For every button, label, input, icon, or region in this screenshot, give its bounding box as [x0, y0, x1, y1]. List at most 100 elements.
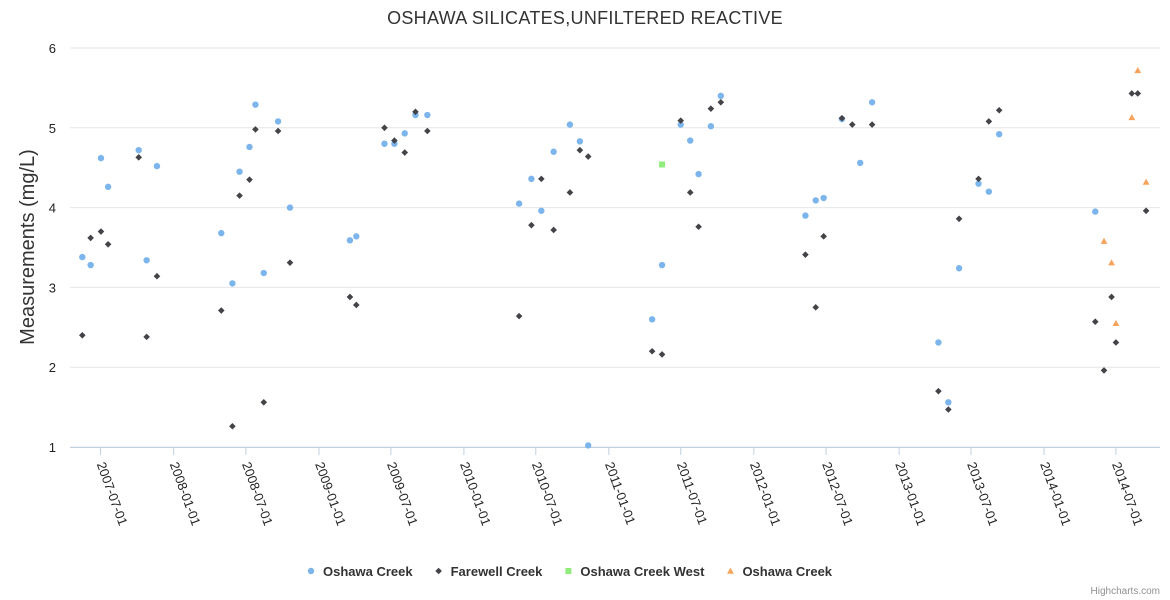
data-point[interactable] [975, 175, 982, 183]
data-point[interactable] [935, 339, 942, 346]
data-point[interactable] [424, 111, 431, 119]
data-point[interactable] [1134, 66, 1142, 74]
data-point[interactable] [135, 154, 142, 161]
data-point[interactable] [246, 143, 253, 151]
data-point[interactable] [576, 146, 584, 154]
data-point[interactable] [820, 233, 827, 240]
data-point[interactable] [945, 399, 952, 406]
data-point[interactable] [717, 92, 725, 100]
data-point[interactable] [104, 241, 112, 248]
data-point[interactable] [687, 137, 694, 144]
data-point[interactable] [353, 233, 360, 240]
legend-marker-icon[interactable] [307, 567, 315, 575]
data-point[interactable] [381, 140, 388, 147]
data-point[interactable] [1091, 318, 1099, 326]
data-point[interactable] [229, 280, 236, 287]
data-point[interactable] [658, 261, 666, 269]
data-point[interactable] [955, 215, 963, 223]
data-point[interactable] [246, 176, 253, 183]
data-point[interactable] [79, 253, 86, 261]
data-point[interactable] [935, 387, 942, 395]
data-point[interactable] [848, 121, 856, 128]
data-point[interactable] [274, 127, 282, 135]
data-point[interactable] [1112, 339, 1120, 346]
data-point[interactable] [1108, 259, 1115, 266]
data-point[interactable] [550, 148, 557, 155]
data-point[interactable] [1134, 90, 1142, 97]
data-point[interactable] [695, 223, 702, 231]
data-point[interactable] [401, 130, 408, 137]
data-point[interactable] [538, 207, 545, 214]
data-point[interactable] [576, 138, 584, 145]
data-point[interactable] [857, 159, 864, 167]
data-point[interactable] [143, 257, 150, 264]
data-point[interactable] [648, 347, 656, 355]
data-point[interactable] [677, 117, 685, 124]
data-point[interactable] [87, 261, 94, 269]
legend-marker-icon[interactable] [435, 567, 442, 575]
legend-item[interactable]: Oshawa Creek West [565, 564, 705, 579]
data-point[interactable] [346, 237, 354, 244]
data-point[interactable] [677, 121, 684, 128]
data-point[interactable] [538, 175, 545, 183]
data-point[interactable] [1112, 319, 1120, 327]
data-point[interactable] [286, 204, 294, 211]
data-point[interactable] [868, 99, 876, 106]
data-point[interactable] [236, 192, 243, 199]
data-point[interactable] [528, 175, 535, 183]
data-point[interactable] [260, 399, 268, 406]
data-point[interactable] [79, 331, 86, 339]
data-point[interactable] [274, 118, 282, 125]
credits-link[interactable]: Highcharts.com [1091, 586, 1160, 597]
data-point[interactable] [975, 180, 982, 187]
legend-item[interactable]: Oshawa Creek [307, 564, 414, 579]
data-point[interactable] [584, 442, 592, 449]
data-point[interactable] [820, 194, 827, 202]
data-point[interactable] [346, 293, 354, 301]
legend-marker-icon[interactable] [565, 568, 572, 574]
data-point[interactable] [1108, 293, 1115, 301]
data-point[interactable] [717, 98, 725, 106]
data-point[interactable] [686, 189, 694, 196]
data-point[interactable] [995, 130, 1003, 138]
data-point[interactable] [412, 108, 419, 116]
data-point[interactable] [260, 269, 267, 277]
data-point[interactable] [401, 149, 409, 156]
data-point[interactable] [812, 304, 820, 311]
data-point[interactable] [236, 168, 243, 175]
data-point[interactable] [135, 146, 142, 154]
data-point[interactable] [985, 118, 993, 125]
data-point[interactable] [528, 221, 535, 229]
data-point[interactable] [1100, 237, 1108, 244]
data-point[interactable] [955, 265, 963, 272]
legend-item[interactable]: Farewell Creek [435, 564, 543, 579]
data-point[interactable] [1142, 178, 1150, 185]
data-point[interactable] [995, 106, 1003, 114]
data-point[interactable] [802, 251, 809, 258]
data-point[interactable] [566, 121, 574, 128]
legend-item[interactable]: Oshawa Creek [727, 564, 833, 579]
data-point[interactable] [1142, 207, 1150, 215]
data-point[interactable] [707, 123, 715, 130]
data-point[interactable] [217, 307, 225, 314]
data-point[interactable] [424, 127, 431, 135]
data-point[interactable] [104, 183, 112, 191]
data-point[interactable] [252, 126, 259, 133]
data-point[interactable] [945, 406, 952, 413]
data-point[interactable] [229, 422, 236, 430]
data-point[interactable] [381, 124, 388, 132]
data-point[interactable] [695, 170, 702, 178]
data-point[interactable] [550, 226, 557, 234]
data-point[interactable] [658, 351, 666, 358]
data-point[interactable] [286, 259, 294, 266]
data-point[interactable] [515, 200, 523, 207]
legend-marker-icon[interactable] [727, 567, 734, 574]
data-point[interactable] [218, 229, 225, 237]
data-point[interactable] [391, 137, 398, 144]
data-point[interactable] [566, 189, 574, 196]
data-point[interactable] [812, 197, 819, 204]
data-point[interactable] [143, 333, 150, 341]
data-point[interactable] [1092, 208, 1099, 215]
data-point[interactable] [802, 212, 809, 219]
data-point[interactable] [584, 153, 592, 160]
